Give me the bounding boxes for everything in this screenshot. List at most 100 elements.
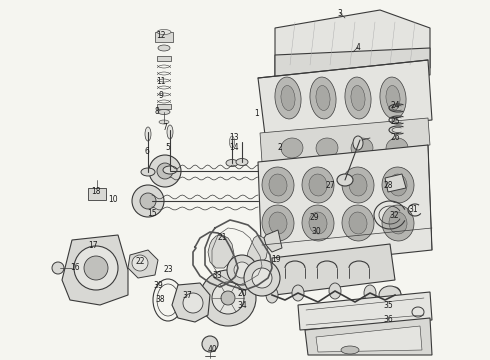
Text: 7: 7 [163,122,168,131]
Circle shape [52,262,64,274]
Ellipse shape [364,285,376,301]
Text: 30: 30 [311,228,321,237]
Ellipse shape [302,205,334,241]
Ellipse shape [275,77,301,119]
Circle shape [140,193,156,209]
Polygon shape [246,235,268,272]
Text: 28: 28 [383,180,393,189]
Text: 8: 8 [155,108,159,117]
Circle shape [84,256,108,280]
Text: 1: 1 [255,108,259,117]
Ellipse shape [145,127,151,141]
Polygon shape [264,230,282,252]
Ellipse shape [349,174,367,196]
Ellipse shape [379,286,401,304]
Ellipse shape [309,174,327,196]
Text: 21: 21 [217,233,227,242]
Text: 19: 19 [271,256,281,265]
Circle shape [221,291,235,305]
Circle shape [132,255,148,271]
Text: 3: 3 [338,9,343,18]
Text: 29: 29 [309,213,319,222]
Ellipse shape [309,212,327,234]
Circle shape [212,282,244,314]
Text: 26: 26 [390,134,400,143]
Circle shape [200,270,256,326]
Text: 39: 39 [153,280,163,289]
Polygon shape [305,318,432,355]
Ellipse shape [345,77,371,119]
Text: 20: 20 [237,288,247,297]
Text: 15: 15 [147,210,157,219]
Polygon shape [275,48,430,78]
Ellipse shape [167,125,173,139]
Text: 4: 4 [356,42,361,51]
Circle shape [157,163,173,179]
Text: 5: 5 [166,144,171,153]
Ellipse shape [386,86,400,111]
Ellipse shape [316,86,330,111]
Ellipse shape [141,168,155,176]
Ellipse shape [380,77,406,119]
Polygon shape [128,250,158,278]
Text: 18: 18 [91,188,101,197]
Bar [157,104,171,109]
Text: 6: 6 [145,148,149,157]
Circle shape [149,155,181,187]
Bar [157,56,171,61]
Polygon shape [258,145,432,268]
Circle shape [183,293,203,313]
Text: 9: 9 [159,90,164,99]
Ellipse shape [389,287,401,303]
Ellipse shape [316,138,338,158]
Circle shape [74,246,118,290]
Polygon shape [316,326,422,352]
Ellipse shape [353,136,363,150]
Ellipse shape [389,212,407,234]
Polygon shape [272,244,395,295]
Circle shape [244,260,280,296]
Ellipse shape [302,167,334,203]
Ellipse shape [226,159,238,166]
Text: 32: 32 [389,211,399,220]
Ellipse shape [310,77,336,119]
Text: 17: 17 [88,240,98,249]
Text: 31: 31 [408,206,418,215]
Ellipse shape [163,166,177,174]
Ellipse shape [337,174,353,186]
Text: 13: 13 [229,132,239,141]
Polygon shape [258,60,432,135]
Ellipse shape [262,167,294,203]
Text: 36: 36 [383,315,393,324]
Text: 16: 16 [70,264,80,273]
Ellipse shape [266,287,278,303]
Ellipse shape [229,136,235,148]
Ellipse shape [389,174,407,196]
Polygon shape [172,283,210,322]
Text: 2: 2 [278,144,282,153]
Text: 14: 14 [229,143,239,152]
Ellipse shape [382,167,414,203]
Bar [88,188,106,200]
Text: 10: 10 [108,195,118,204]
Text: 40: 40 [207,346,217,355]
Polygon shape [298,292,432,330]
Text: 24: 24 [390,100,400,109]
Bar [155,32,173,42]
Ellipse shape [342,167,374,203]
Ellipse shape [158,109,170,114]
Ellipse shape [281,138,303,158]
Ellipse shape [351,86,365,111]
Text: 34: 34 [237,301,247,310]
Ellipse shape [157,30,171,35]
Text: 11: 11 [156,77,166,86]
Text: 12: 12 [156,31,166,40]
Text: 38: 38 [155,294,165,303]
Text: 25: 25 [390,117,400,126]
Ellipse shape [342,205,374,241]
Ellipse shape [382,205,414,241]
Text: 35: 35 [383,301,393,310]
Circle shape [252,268,272,288]
Text: 37: 37 [182,291,192,300]
Ellipse shape [262,205,294,241]
